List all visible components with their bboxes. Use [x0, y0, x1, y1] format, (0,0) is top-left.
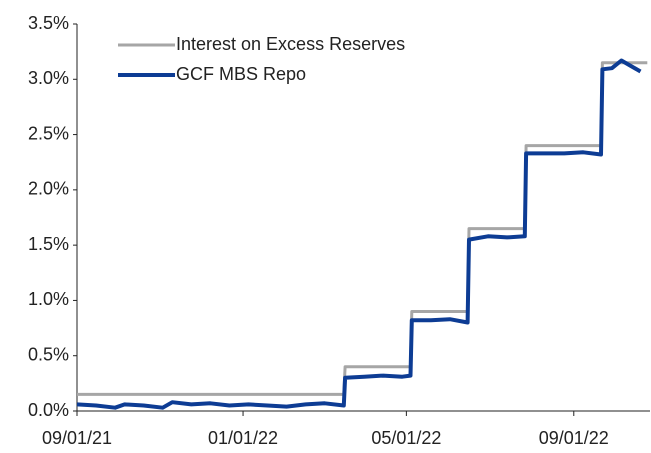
y-tick-label: 3.5%	[28, 13, 69, 33]
x-tick-label: 09/01/21	[42, 428, 112, 448]
x-tick-label: 01/01/22	[208, 428, 278, 448]
y-tick-label: 1.0%	[28, 289, 69, 309]
y-tick-label: 1.5%	[28, 234, 69, 254]
legend-label: Interest on Excess Reserves	[176, 34, 405, 54]
y-tick-label: 0.0%	[28, 400, 69, 420]
y-tick-label: 3.0%	[28, 68, 69, 88]
y-tick-label: 2.5%	[28, 123, 69, 143]
y-tick-label: 2.0%	[28, 179, 69, 199]
legend-label: GCF MBS Repo	[176, 64, 306, 84]
x-tick-label: 09/01/22	[539, 428, 609, 448]
line-0	[77, 61, 648, 396]
y-tick-label: 0.5%	[28, 344, 69, 364]
line-1	[76, 58, 642, 410]
x-tick-label: 05/01/22	[371, 428, 441, 448]
